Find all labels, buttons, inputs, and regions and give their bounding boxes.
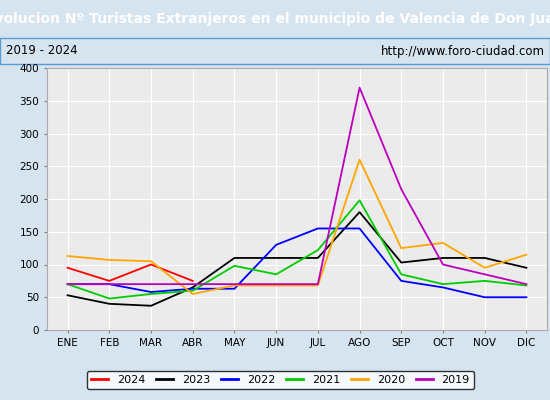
2023: [356, 210, 363, 214]
2023: [148, 303, 155, 308]
Line: 2023: 2023: [68, 212, 526, 306]
2020: [64, 254, 71, 258]
Text: http://www.foro-ciudad.com: http://www.foro-ciudad.com: [381, 44, 544, 58]
2022: [398, 278, 405, 283]
Line: 2024: 2024: [68, 264, 192, 281]
2021: [315, 248, 321, 252]
2020: [231, 283, 238, 288]
2019: [273, 282, 279, 286]
2022: [189, 286, 196, 291]
2021: [523, 283, 530, 288]
2023: [231, 256, 238, 260]
2023: [315, 256, 321, 260]
2020: [315, 283, 321, 288]
2020: [439, 240, 446, 245]
2020: [273, 283, 279, 288]
2019: [106, 282, 113, 286]
2022: [523, 295, 530, 300]
2019: [231, 282, 238, 286]
2024: [148, 262, 155, 267]
2022: [315, 226, 321, 231]
2022: [106, 282, 113, 286]
Line: 2019: 2019: [68, 88, 526, 284]
2024: [106, 278, 113, 283]
2023: [439, 256, 446, 260]
Text: 2019 - 2024: 2019 - 2024: [6, 44, 77, 58]
2022: [231, 286, 238, 291]
2019: [315, 282, 321, 286]
Legend: 2024, 2023, 2022, 2021, 2020, 2019: 2024, 2023, 2022, 2021, 2020, 2019: [87, 370, 474, 390]
2021: [106, 296, 113, 301]
2023: [64, 293, 71, 298]
2021: [231, 264, 238, 268]
2023: [481, 256, 488, 260]
2023: [398, 260, 405, 265]
2020: [523, 252, 530, 257]
2019: [148, 282, 155, 286]
2021: [481, 278, 488, 283]
2021: [398, 272, 405, 277]
Text: Evolucion Nº Turistas Extranjeros en el municipio de Valencia de Don Juan: Evolucion Nº Turistas Extranjeros en el …: [0, 12, 550, 26]
2022: [273, 242, 279, 247]
2020: [189, 292, 196, 296]
2022: [356, 226, 363, 231]
2020: [356, 157, 363, 162]
2021: [189, 288, 196, 293]
2020: [106, 258, 113, 262]
Line: 2020: 2020: [68, 160, 526, 294]
2020: [398, 246, 405, 250]
2021: [64, 282, 71, 286]
2019: [481, 272, 488, 277]
2019: [64, 282, 71, 286]
2022: [439, 285, 446, 290]
2019: [189, 282, 196, 286]
2019: [439, 262, 446, 267]
2023: [189, 285, 196, 290]
2023: [273, 256, 279, 260]
2020: [148, 259, 155, 264]
2019: [398, 187, 405, 192]
2023: [523, 265, 530, 270]
2020: [481, 265, 488, 270]
2019: [356, 85, 363, 90]
2021: [273, 272, 279, 277]
2023: [106, 302, 113, 306]
2022: [148, 290, 155, 294]
2021: [356, 198, 363, 203]
2021: [148, 292, 155, 296]
Line: 2021: 2021: [68, 200, 526, 298]
2024: [64, 265, 71, 270]
2022: [64, 282, 71, 286]
2022: [481, 295, 488, 300]
2024: [189, 278, 196, 283]
2019: [523, 282, 530, 286]
Line: 2022: 2022: [68, 228, 526, 297]
2021: [439, 282, 446, 286]
